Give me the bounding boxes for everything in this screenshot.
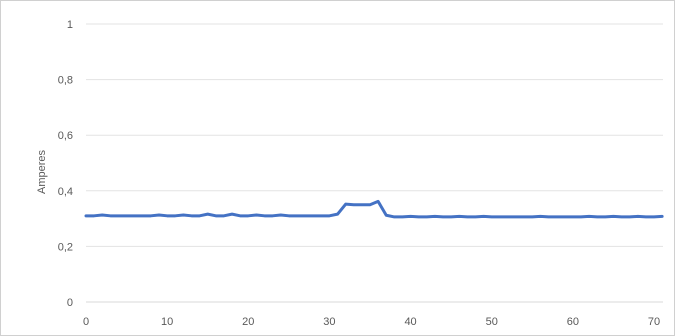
y-tick-label: 0,8 bbox=[58, 75, 73, 87]
y-tick-label: 0 bbox=[67, 297, 73, 309]
x-tick-label: 20 bbox=[242, 316, 254, 328]
x-tick-label: 70 bbox=[648, 316, 660, 328]
y-axis-title: Amperes bbox=[36, 149, 48, 194]
y-tick-label: 0,4 bbox=[58, 186, 73, 198]
y-tick-label: 0,2 bbox=[58, 241, 73, 253]
x-tick-labels: 0 10 20 30 40 50 60 70 bbox=[83, 316, 660, 328]
x-tick-label: 60 bbox=[567, 316, 579, 328]
series-layer bbox=[84, 199, 664, 219]
y-tick-label: 1 bbox=[67, 19, 73, 31]
y-tick-labels: 0 0,2 0,4 0,6 0,8 1 bbox=[58, 19, 73, 309]
gridlines bbox=[86, 23, 663, 303]
x-tick-label: 0 bbox=[83, 316, 89, 328]
series-line bbox=[84, 199, 664, 219]
x-tick-label: 10 bbox=[161, 316, 173, 328]
x-tick-label: 40 bbox=[404, 316, 416, 328]
x-tick-label: 50 bbox=[486, 316, 498, 328]
x-tick-label: 30 bbox=[323, 316, 335, 328]
y-tick-label: 0,6 bbox=[58, 130, 73, 142]
